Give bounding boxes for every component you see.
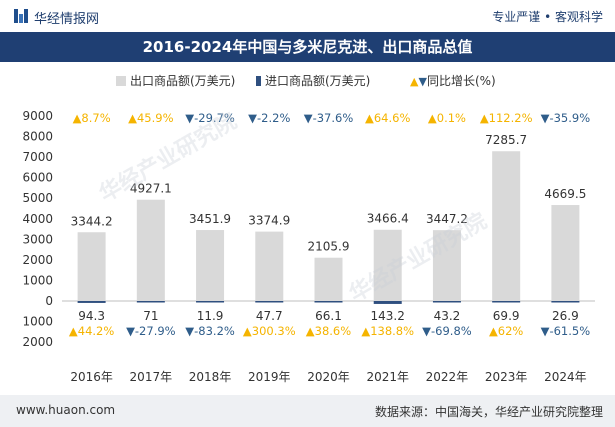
legend-yoy: ▲▼同比增长(%) — [410, 72, 496, 89]
y-tick-label: 1000 — [22, 315, 53, 329]
y-tick-label: 8000 — [22, 130, 53, 144]
export-growth-label: ▲45.9% — [128, 111, 173, 125]
y-tick-label: 0 — [45, 294, 53, 308]
x-category-label: 2023年 — [485, 370, 528, 384]
chart-title: 2016-2024年中国与多米尼克进、出口商品总值 — [0, 32, 615, 62]
import-bar — [373, 301, 402, 304]
import-growth-label: ▼-83.2% — [185, 324, 235, 338]
export-bar — [196, 230, 225, 301]
export-bar — [255, 231, 284, 301]
export-growth-label: ▼-35.9% — [541, 111, 591, 125]
export-growth-label: ▼-29.7% — [185, 111, 235, 125]
y-tick-label: 6000 — [22, 171, 53, 185]
down-triangle-icon: ▼ — [418, 75, 427, 88]
export-value-label: 4669.5 — [544, 187, 586, 201]
footer: www.huaon.com 数据来源：中国海关，华经产业研究院整理 — [0, 395, 615, 427]
export-bar — [492, 151, 521, 301]
x-category-label: 2016年 — [70, 370, 113, 384]
legend-export-label: 出口商品额(万美元) — [130, 74, 236, 88]
y-tick-label: 3000 — [22, 232, 53, 246]
export-value-label: 4927.1 — [130, 182, 172, 196]
export-growth-label: ▲112.2% — [480, 111, 533, 125]
export-value-label: 2105.9 — [308, 240, 350, 254]
x-category-label: 2020年 — [307, 370, 350, 384]
import-growth-label: ▲44.2% — [69, 324, 114, 338]
import-growth-label: ▼-27.9% — [126, 324, 176, 338]
x-category-label: 2024年 — [544, 370, 587, 384]
import-value-label: 26.9 — [552, 309, 579, 323]
export-bar — [136, 199, 165, 301]
import-value-label: 71 — [143, 309, 158, 323]
export-growth-label: ▲0.1% — [428, 111, 466, 125]
import-growth-label: ▲300.3% — [243, 324, 296, 338]
import-bar — [77, 301, 106, 303]
up-triangle-icon: ▲ — [410, 75, 419, 88]
y-tick-label: 2000 — [22, 335, 53, 349]
import-bar — [136, 301, 165, 303]
export-bar — [432, 230, 461, 301]
export-growth-label: ▲64.6% — [365, 111, 410, 125]
export-growth-label: ▲8.7% — [73, 111, 111, 125]
import-bar — [551, 301, 580, 303]
legend-export-swatch — [116, 76, 126, 86]
tagline: 专业严谨 • 客观科学 — [492, 10, 603, 24]
y-tick-label: 1000 — [22, 273, 53, 287]
y-tick-label: 7000 — [22, 150, 53, 164]
x-category-label: 2019年 — [248, 370, 291, 384]
export-growth-label: ▼-2.2% — [248, 111, 290, 125]
import-value-label: 69.9 — [493, 309, 520, 323]
legend-import-label: 进口商品额(万美元) — [265, 74, 371, 88]
legend-yoy-label: 同比增长(%) — [426, 74, 496, 88]
export-bar — [373, 229, 402, 301]
import-bar — [492, 301, 521, 303]
brand-name: 华经情报网 — [34, 12, 100, 27]
import-growth-label: ▲138.8% — [361, 324, 414, 338]
import-value-label: 43.2 — [434, 309, 461, 323]
legend-import-swatch — [256, 76, 261, 86]
import-growth-label: ▲62% — [489, 324, 523, 338]
legend-import: 进口商品额(万美元) — [256, 72, 370, 89]
export-value-label: 3447.2 — [426, 212, 468, 226]
logo-icon — [14, 9, 28, 23]
top-bar: 华经情报网 专业严谨 • 客观科学 — [0, 0, 615, 32]
export-value-label: 3466.4 — [367, 212, 409, 226]
import-value-label: 94.3 — [78, 309, 105, 323]
import-value-label: 47.7 — [256, 309, 283, 323]
footer-source: 数据来源：中国海关，华经产业研究院整理 — [374, 405, 603, 419]
footer-site: www.huaon.com — [16, 403, 116, 417]
import-bar — [196, 301, 225, 303]
export-growth-label: ▼-37.6% — [304, 111, 354, 125]
export-value-label: 3451.9 — [189, 212, 231, 226]
y-tick-label: 2000 — [22, 253, 53, 267]
export-bar — [314, 257, 343, 301]
import-bar — [432, 301, 461, 303]
import-growth-label: ▼-69.8% — [422, 324, 472, 338]
x-category-label: 2022年 — [426, 370, 469, 384]
import-growth-label: ▲38.6% — [306, 324, 351, 338]
x-category-label: 2021年 — [366, 370, 409, 384]
import-value-label: 66.1 — [315, 309, 342, 323]
import-value-label: 11.9 — [197, 309, 224, 323]
legend: 出口商品额(万美元) 进口商品额(万美元) ▲▼同比增长(%) — [0, 70, 615, 90]
y-tick-label: 4000 — [22, 212, 53, 226]
import-bar — [314, 301, 343, 303]
export-value-label: 3374.9 — [248, 214, 290, 228]
import-growth-label: ▼-61.5% — [541, 324, 591, 338]
x-category-label: 2018年 — [189, 370, 232, 384]
import-value-label: 143.2 — [371, 309, 405, 323]
legend-export: 出口商品额(万美元) — [116, 72, 235, 89]
export-bar — [551, 205, 580, 301]
x-category-label: 2017年 — [130, 370, 173, 384]
export-value-label: 7285.7 — [485, 133, 527, 147]
y-tick-label: 5000 — [22, 191, 53, 205]
y-tick-label: 9000 — [22, 109, 53, 123]
import-bar — [255, 301, 284, 303]
export-value-label: 3344.2 — [71, 214, 113, 228]
export-bar — [77, 232, 106, 301]
